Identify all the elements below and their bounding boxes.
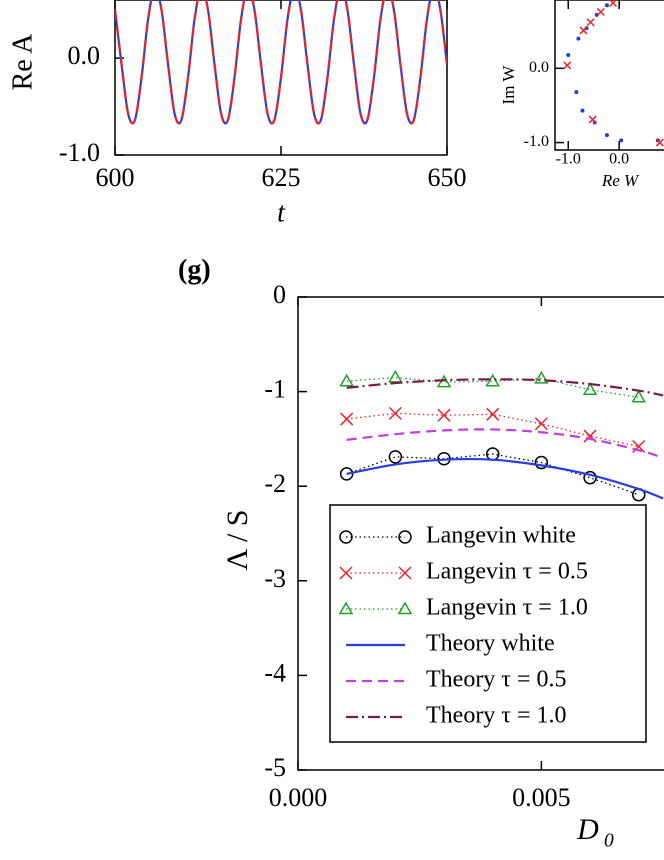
marker: [604, 3, 609, 8]
legend-label: Theory τ = 0.5: [426, 667, 566, 693]
marker: [655, 138, 664, 147]
y-tick-label: -5: [264, 753, 286, 782]
x-tick-label: 0.005: [512, 783, 571, 812]
x-axis-label: Re W: [601, 171, 640, 190]
marker: [588, 115, 597, 124]
plot-area: [563, 0, 664, 147]
x-axis-label: D: [576, 813, 599, 846]
y-tick-label: -1: [264, 375, 286, 404]
plot-frame: [297, 296, 664, 771]
marker: [340, 412, 354, 426]
marker: [534, 455, 549, 470]
marker: [397, 601, 413, 615]
marker: [563, 61, 572, 70]
plot-frame: [554, 0, 664, 151]
marker: [582, 382, 598, 395]
x-tick-label: -1.0: [556, 151, 581, 168]
x-tick-label: 650: [428, 163, 467, 192]
marker: [596, 7, 605, 16]
marker: [486, 407, 500, 421]
marker: [586, 18, 595, 27]
marker: [339, 530, 353, 544]
legend-label: Langevin τ = 0.5: [426, 559, 588, 585]
y-tick-label: -1.0: [59, 138, 100, 167]
marker: [388, 450, 403, 464]
marker: [339, 467, 354, 481]
x-tick-label: 0.0: [609, 151, 629, 168]
marker: [604, 133, 609, 138]
series-line: [346, 453, 639, 496]
y-axis-label: Λ / S: [221, 510, 254, 571]
marker: [594, 12, 599, 17]
marker: [576, 36, 581, 41]
x-tick-label: 0.000: [269, 783, 328, 812]
marker: [566, 52, 571, 57]
marker: [619, 138, 624, 143]
legend-label: Theory τ = 1.0: [426, 703, 566, 729]
series-line: [346, 428, 664, 459]
marker: [631, 389, 647, 403]
marker: [485, 373, 501, 387]
marker: [580, 108, 585, 113]
y-tick-label: -1.0: [524, 133, 549, 150]
marker: [437, 408, 451, 422]
series-line: [346, 457, 664, 500]
panel-label: (g): [178, 254, 211, 285]
y-tick-label: -4: [264, 658, 286, 687]
marker: [338, 601, 354, 615]
y-tick-label: -2: [264, 469, 286, 498]
marker: [339, 566, 353, 580]
y-tick-label: 0.0: [68, 41, 101, 70]
panel: 600 625 650 0.0 -1.0 t Re A: [7, 0, 467, 228]
legend-label: Theory white: [426, 631, 555, 657]
plot-area: [339, 369, 664, 502]
marker: [574, 90, 579, 95]
x-axis-label: t: [277, 197, 286, 228]
legend-box: [329, 504, 647, 743]
y-axis-label: Im W: [499, 65, 518, 105]
marker: [579, 26, 588, 35]
legend-label: Langevin white: [426, 523, 576, 549]
panel: -1.0 0.0 0.0 -1.0 Re W Im W: [499, 0, 664, 190]
marker: [339, 373, 354, 387]
series-line: [346, 378, 664, 397]
x-tick-label: 600: [96, 163, 135, 192]
marker: [609, 0, 618, 8]
y-axis-label: Re A: [7, 33, 38, 91]
marker: [632, 439, 646, 453]
x-tick-label: 625: [262, 163, 301, 192]
marker: [388, 406, 402, 420]
marker: [398, 530, 412, 544]
series-line: [115, 0, 447, 125]
x-axis-label-subscript: 0: [604, 830, 614, 851]
marker: [388, 369, 403, 383]
marker: [398, 566, 412, 580]
marker: [583, 470, 597, 485]
y-tick-label: 0: [273, 280, 286, 309]
series-line: [115, 0, 447, 125]
marker: [534, 370, 549, 384]
marker: [534, 417, 548, 431]
y-tick-label: 0.0: [529, 59, 549, 76]
plot-area: [115, 0, 447, 125]
y-tick-label: -3: [264, 564, 286, 593]
legend-label: Langevin τ = 1.0: [426, 595, 588, 621]
